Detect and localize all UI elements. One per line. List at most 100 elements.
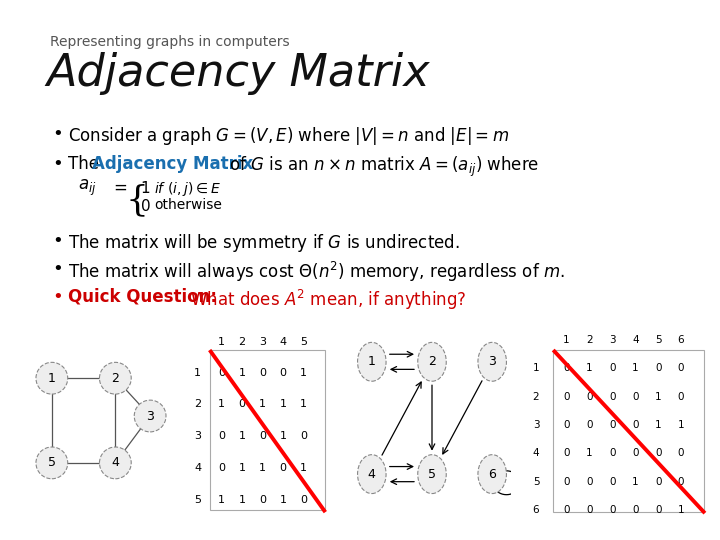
Text: 1: 1 xyxy=(586,448,593,458)
Text: 0: 0 xyxy=(563,363,570,374)
Text: 0: 0 xyxy=(655,505,662,515)
Text: 1: 1 xyxy=(632,477,639,487)
Text: Adjacency Matrix: Adjacency Matrix xyxy=(46,52,430,95)
Text: 0: 0 xyxy=(609,505,616,515)
Circle shape xyxy=(36,447,68,479)
Text: 0: 0 xyxy=(632,420,639,430)
Text: 1: 1 xyxy=(654,392,662,402)
Text: 0: 0 xyxy=(300,431,307,441)
Text: Quick Question:: Quick Question: xyxy=(68,288,217,306)
Text: 1: 1 xyxy=(279,495,287,505)
Text: 2: 2 xyxy=(428,355,436,368)
Text: 0: 0 xyxy=(563,448,570,458)
Text: {: { xyxy=(126,183,149,217)
Text: 1: 1 xyxy=(218,337,225,347)
Text: Consider a graph $G = (V, E)$ where $|V| = n$ and $|E| = m$: Consider a graph $G = (V, E)$ where $|V|… xyxy=(68,125,509,147)
Text: 1: 1 xyxy=(259,463,266,473)
Text: 0: 0 xyxy=(300,495,307,505)
Text: 0: 0 xyxy=(279,368,287,377)
Text: 0: 0 xyxy=(586,477,593,487)
Text: 0: 0 xyxy=(563,420,570,430)
Text: 2: 2 xyxy=(238,337,246,347)
Circle shape xyxy=(99,362,131,394)
Text: 1: 1 xyxy=(218,400,225,409)
Text: 0: 0 xyxy=(218,368,225,377)
Text: 0: 0 xyxy=(259,431,266,441)
Text: 5: 5 xyxy=(48,456,56,469)
Text: 0: 0 xyxy=(678,477,684,487)
Text: 0: 0 xyxy=(218,431,225,441)
Text: 4: 4 xyxy=(279,337,287,347)
Text: 1: 1 xyxy=(563,335,570,345)
Circle shape xyxy=(418,455,446,494)
Text: 1: 1 xyxy=(368,355,376,368)
Text: 1: 1 xyxy=(238,368,246,377)
Text: 1: 1 xyxy=(259,400,266,409)
Text: 4: 4 xyxy=(533,448,539,458)
Text: 6: 6 xyxy=(533,505,539,515)
Circle shape xyxy=(358,455,386,494)
Text: 1: 1 xyxy=(654,420,662,430)
Text: 2: 2 xyxy=(586,335,593,345)
Text: 1: 1 xyxy=(632,363,639,374)
Text: •: • xyxy=(52,125,63,143)
Text: 4: 4 xyxy=(632,335,639,345)
Text: 1: 1 xyxy=(533,363,539,374)
Text: 0: 0 xyxy=(586,505,593,515)
Text: 0: 0 xyxy=(609,392,616,402)
Text: $a_{ij}$: $a_{ij}$ xyxy=(78,178,96,198)
Text: 1: 1 xyxy=(279,400,287,409)
Text: 3: 3 xyxy=(259,337,266,347)
Text: 0: 0 xyxy=(678,363,684,374)
Text: 3: 3 xyxy=(488,355,496,368)
Text: 1: 1 xyxy=(238,463,246,473)
Text: 0: 0 xyxy=(259,495,266,505)
Text: 2: 2 xyxy=(533,392,539,402)
Bar xyxy=(210,350,325,510)
Text: 2: 2 xyxy=(112,372,120,384)
Text: The matrix will be symmetry if $G$ is undirected.: The matrix will be symmetry if $G$ is un… xyxy=(68,232,460,254)
Text: 5: 5 xyxy=(194,495,201,505)
Bar xyxy=(553,350,704,512)
Text: 1: 1 xyxy=(48,372,55,384)
Text: 0: 0 xyxy=(609,363,616,374)
Circle shape xyxy=(99,447,131,479)
Text: 0: 0 xyxy=(563,505,570,515)
Text: 3: 3 xyxy=(609,335,616,345)
Text: otherwise: otherwise xyxy=(154,198,222,212)
Text: 1: 1 xyxy=(678,505,685,515)
Text: 1: 1 xyxy=(300,400,307,409)
Text: 4: 4 xyxy=(194,463,201,473)
Text: 3: 3 xyxy=(194,431,201,441)
Text: Representing graphs in computers: Representing graphs in computers xyxy=(50,35,289,49)
Text: The matrix will always cost $\Theta(n^2)$ memory, regardless of $m$.: The matrix will always cost $\Theta(n^2)… xyxy=(68,260,565,284)
Circle shape xyxy=(478,455,506,494)
Text: Adjacency Matrix: Adjacency Matrix xyxy=(92,155,253,173)
Text: 0: 0 xyxy=(609,420,616,430)
Text: •: • xyxy=(52,232,63,250)
Text: •: • xyxy=(52,288,63,306)
Text: 0: 0 xyxy=(655,448,662,458)
Text: of $G$ is an $n \times n$ matrix $A = (a_{ij})$ where: of $G$ is an $n \times n$ matrix $A = (a… xyxy=(224,155,539,179)
Text: What does $A^2$ mean, if anything?: What does $A^2$ mean, if anything? xyxy=(185,288,467,312)
Text: 4: 4 xyxy=(368,468,376,481)
Text: $=$: $=$ xyxy=(110,178,127,196)
Text: 0: 0 xyxy=(259,368,266,377)
Circle shape xyxy=(36,362,68,394)
Text: 6: 6 xyxy=(488,468,496,481)
Text: 1: 1 xyxy=(586,363,593,374)
Text: 0: 0 xyxy=(678,448,684,458)
Text: 1: 1 xyxy=(218,495,225,505)
Text: 1: 1 xyxy=(678,420,685,430)
Text: 0: 0 xyxy=(279,463,287,473)
Circle shape xyxy=(418,342,446,381)
Text: 0: 0 xyxy=(586,392,593,402)
Text: 5: 5 xyxy=(428,468,436,481)
Text: 1: 1 xyxy=(300,463,307,473)
Circle shape xyxy=(358,342,386,381)
Circle shape xyxy=(478,342,506,381)
Text: 5: 5 xyxy=(654,335,662,345)
Text: 0: 0 xyxy=(586,420,593,430)
Text: 0: 0 xyxy=(655,363,662,374)
Text: 0: 0 xyxy=(218,463,225,473)
